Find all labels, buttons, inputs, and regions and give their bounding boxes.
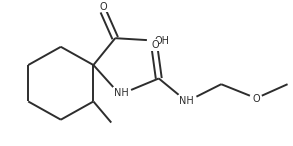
- Text: OH: OH: [155, 36, 170, 46]
- Text: NH: NH: [114, 88, 129, 98]
- Text: O: O: [100, 2, 107, 12]
- Text: NH: NH: [179, 95, 194, 106]
- Text: O: O: [252, 94, 260, 104]
- Text: O: O: [151, 40, 159, 50]
